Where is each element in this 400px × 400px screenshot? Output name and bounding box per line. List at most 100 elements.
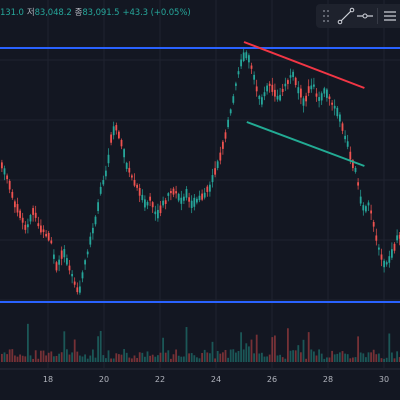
volume-bar <box>305 358 307 362</box>
resistance-trendline[interactable] <box>243 41 365 89</box>
volume-bar <box>71 352 73 362</box>
candle-body <box>357 182 359 186</box>
candle-body <box>237 71 240 75</box>
candle-body <box>302 98 305 106</box>
x-tick-label: 30 <box>379 375 389 384</box>
volume-bar <box>149 355 151 362</box>
trend-line-icon[interactable] <box>336 6 356 26</box>
volume-bar <box>29 355 32 362</box>
candle-body <box>305 95 307 102</box>
volume-bar <box>391 352 393 362</box>
candle-body <box>53 254 55 259</box>
volume-bar <box>188 353 190 362</box>
volume-bar <box>287 328 289 362</box>
candle-body <box>370 210 372 214</box>
volume-bar <box>81 356 84 362</box>
volume-bar <box>326 357 328 362</box>
candle-body <box>359 196 362 204</box>
candle-body <box>276 95 279 100</box>
candle-body <box>45 233 47 237</box>
candle-body <box>196 198 198 203</box>
candle-body <box>248 55 250 63</box>
volume-bar <box>276 355 279 362</box>
volume-bar <box>266 356 268 362</box>
candle-body <box>151 202 154 208</box>
volume-bar <box>253 353 255 362</box>
candle-body <box>81 272 84 279</box>
ohlc-legend: 131.0 저83,048.2 종83,091.5 +43.3 (+0.05%) <box>0 6 194 18</box>
candle-body <box>84 260 86 265</box>
candle-body <box>60 250 63 259</box>
horizontal-ray-icon[interactable] <box>356 6 376 26</box>
volume-bar <box>333 354 336 362</box>
volume-bar <box>224 349 227 362</box>
volume-bar <box>53 356 55 362</box>
candle-body <box>47 232 50 241</box>
volume-bar <box>328 357 331 362</box>
volume-bar <box>92 349 94 362</box>
volume-bar <box>50 351 53 362</box>
candle-body <box>292 71 294 78</box>
candle-body <box>263 92 266 97</box>
volume-bar <box>372 349 375 362</box>
candle-body <box>339 114 341 122</box>
volume-bar <box>164 352 167 362</box>
candle-body <box>383 260 385 268</box>
volume-bar <box>34 350 37 362</box>
candle-body <box>219 152 222 161</box>
candle-body <box>258 95 261 100</box>
candle-body <box>19 210 21 218</box>
candle-body <box>66 258 68 265</box>
volume-bar <box>248 346 250 362</box>
volume-bar <box>131 358 133 362</box>
drawing-lines[interactable] <box>0 41 400 303</box>
volume-bar <box>258 353 261 362</box>
volume-bar <box>242 349 245 362</box>
volume-bar <box>172 354 175 362</box>
candle-body <box>331 102 333 105</box>
volume-bar <box>323 358 326 362</box>
volume-bar <box>105 358 107 362</box>
candle-body <box>287 80 289 84</box>
candle-body <box>42 229 45 233</box>
volume-bar <box>268 354 271 362</box>
volume-bar <box>11 349 14 362</box>
volume-bar <box>201 352 203 362</box>
volume-bar <box>183 356 185 362</box>
candle-body <box>71 273 73 277</box>
candle-body <box>385 262 388 265</box>
volume-bar <box>279 354 281 362</box>
x-tick-label: 28 <box>323 375 333 384</box>
candle-body <box>118 131 120 139</box>
candle-body <box>310 85 313 90</box>
candle-body <box>73 281 76 285</box>
volume-bar <box>19 354 21 362</box>
candle-body <box>34 212 37 218</box>
candle-body <box>141 194 144 201</box>
candle-body <box>336 107 339 117</box>
candle-body <box>315 93 318 97</box>
candle-body <box>1 162 3 169</box>
volume-bar <box>336 353 339 362</box>
menu-icon[interactable] <box>380 6 400 26</box>
volume-bar <box>281 357 284 362</box>
candle-body <box>105 170 107 177</box>
candle-body <box>300 88 302 98</box>
volume-bar <box>3 352 6 362</box>
support-trendline[interactable] <box>246 121 365 167</box>
drag-handle-icon[interactable] <box>316 6 336 26</box>
volume-bar <box>136 357 138 362</box>
candle-body <box>320 93 323 101</box>
volume-bars <box>1 323 400 362</box>
volume-bar <box>302 339 305 362</box>
volume-bar <box>271 337 274 362</box>
candle-body <box>177 193 180 201</box>
candle-body <box>250 65 253 69</box>
x-axis: 18 20 22 24 26 28 30 <box>0 368 400 384</box>
candle-body <box>297 87 300 94</box>
volume-bar <box>300 352 302 362</box>
volume-bar <box>385 357 388 362</box>
candle-body <box>115 125 118 131</box>
